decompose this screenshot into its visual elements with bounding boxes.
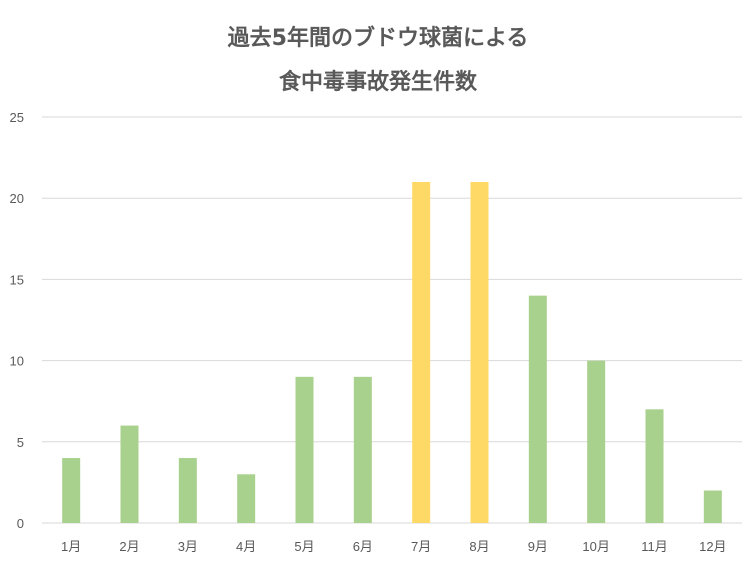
chart-title-line-2: 食中毒事故発生件数 [278, 70, 477, 95]
x-tick-label-9: 9月 [528, 539, 548, 554]
bar-1 [62, 458, 81, 523]
x-tick-label-10: 10月 [582, 539, 609, 554]
x-tick-label-5: 5月 [294, 539, 314, 554]
bar-6 [353, 376, 372, 523]
bar-10 [587, 360, 606, 523]
x-tick-label-4: 4月 [236, 539, 256, 554]
chart-title-line-1: 過去5年間のブドウ球菌による [227, 26, 529, 51]
bar-2 [120, 425, 139, 523]
bar-7 [412, 181, 431, 523]
x-tick-label-11: 11月 [641, 539, 668, 554]
bar-12 [703, 490, 722, 523]
bar-4 [237, 474, 256, 523]
x-tick-label-1: 1月 [61, 539, 81, 554]
y-tick-label-20: 20 [10, 191, 24, 206]
x-tick-label-3: 3月 [178, 539, 198, 554]
bar-11 [645, 409, 664, 523]
y-tick-label-15: 15 [10, 272, 24, 287]
x-tick-label-2: 2月 [119, 539, 139, 554]
x-tick-label-7: 7月 [411, 539, 431, 554]
x-tick-label-6: 6月 [353, 539, 373, 554]
y-tick-label-5: 5 [17, 435, 24, 450]
x-tick-label-8: 8月 [469, 539, 489, 554]
x-tick-label-12: 12月 [699, 539, 726, 554]
bar-8 [470, 181, 489, 523]
bar-9 [528, 295, 547, 523]
bar-3 [178, 458, 197, 523]
y-tick-label-25: 25 [10, 110, 24, 125]
y-tick-label-0: 0 [17, 516, 24, 531]
bar-5 [295, 376, 314, 523]
y-tick-label-10: 10 [10, 354, 24, 369]
